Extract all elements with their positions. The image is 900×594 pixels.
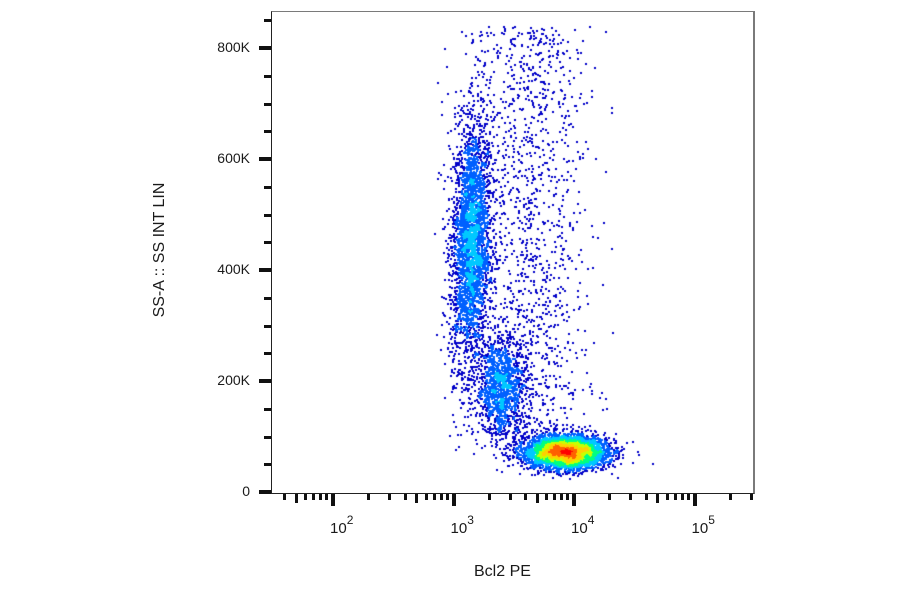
x-minor-tick	[644, 494, 648, 500]
y-tick-label: 800K	[217, 39, 250, 55]
y-major-tick	[259, 490, 271, 494]
x-minor-tick	[403, 494, 407, 500]
y-minor-tick	[264, 463, 271, 467]
y-minor-tick	[264, 352, 271, 356]
y-major-tick	[259, 157, 271, 161]
x-minor-tick	[566, 494, 570, 500]
x-minor-tick	[367, 494, 371, 500]
y-minor-tick	[264, 213, 271, 217]
y-major-tick	[259, 379, 271, 383]
x-minor-tick	[415, 494, 419, 503]
x-minor-tick	[294, 494, 298, 503]
x-minor-tick	[487, 494, 491, 500]
x-minor-tick	[608, 494, 612, 500]
x-tick-label: 102	[330, 513, 354, 537]
x-minor-tick	[445, 494, 449, 500]
y-minor-tick	[264, 102, 271, 106]
x-minor-tick	[524, 494, 528, 500]
x-major-tick	[692, 494, 697, 506]
x-minor-tick	[319, 494, 323, 500]
y-tick-label: 200K	[217, 372, 250, 388]
x-minor-tick	[535, 494, 539, 503]
x-major-tick	[451, 494, 456, 506]
x-tick-label: 103	[450, 513, 474, 537]
y-minor-tick	[264, 241, 271, 245]
y-minor-tick	[264, 435, 271, 439]
y-axis-title: SS-A :: SS INT LIN	[151, 182, 168, 318]
y-minor-tick	[264, 130, 271, 134]
y-minor-tick	[264, 324, 271, 328]
x-minor-tick	[629, 494, 633, 500]
x-minor-tick	[680, 494, 684, 500]
x-minor-tick	[686, 494, 690, 500]
x-minor-tick	[673, 494, 677, 500]
y-tick-label: 0	[242, 483, 250, 499]
y-major-tick	[259, 46, 271, 50]
y-minor-tick	[264, 19, 271, 23]
x-minor-tick	[312, 494, 316, 500]
x-minor-tick	[424, 494, 428, 500]
x-minor-tick	[728, 494, 732, 500]
x-minor-tick	[439, 494, 443, 500]
y-tick-label: 600K	[217, 150, 250, 166]
y-minor-tick	[264, 407, 271, 411]
x-tick-label: 104	[571, 513, 595, 537]
x-major-tick	[572, 494, 576, 506]
x-minor-tick	[508, 494, 512, 500]
x-minor-tick	[553, 494, 557, 500]
x-minor-tick	[432, 494, 436, 500]
y-major-tick	[259, 268, 271, 272]
scatter-density-plot	[271, 11, 755, 494]
x-minor-tick	[656, 494, 660, 503]
x-minor-tick	[545, 494, 549, 500]
y-minor-tick	[264, 296, 271, 300]
x-minor-tick	[560, 494, 564, 500]
x-tick-label: 105	[691, 513, 715, 537]
y-minor-tick	[264, 74, 271, 78]
x-major-tick	[331, 494, 335, 506]
x-minor-tick	[665, 494, 669, 500]
x-minor-tick	[304, 494, 308, 500]
x-minor-tick	[749, 494, 753, 500]
y-minor-tick	[264, 185, 271, 189]
x-minor-tick	[283, 494, 287, 500]
x-minor-tick	[388, 494, 392, 500]
y-tick-label: 400K	[217, 261, 250, 277]
x-minor-tick	[325, 494, 329, 500]
x-axis-title: Bcl2 PE	[474, 563, 531, 580]
